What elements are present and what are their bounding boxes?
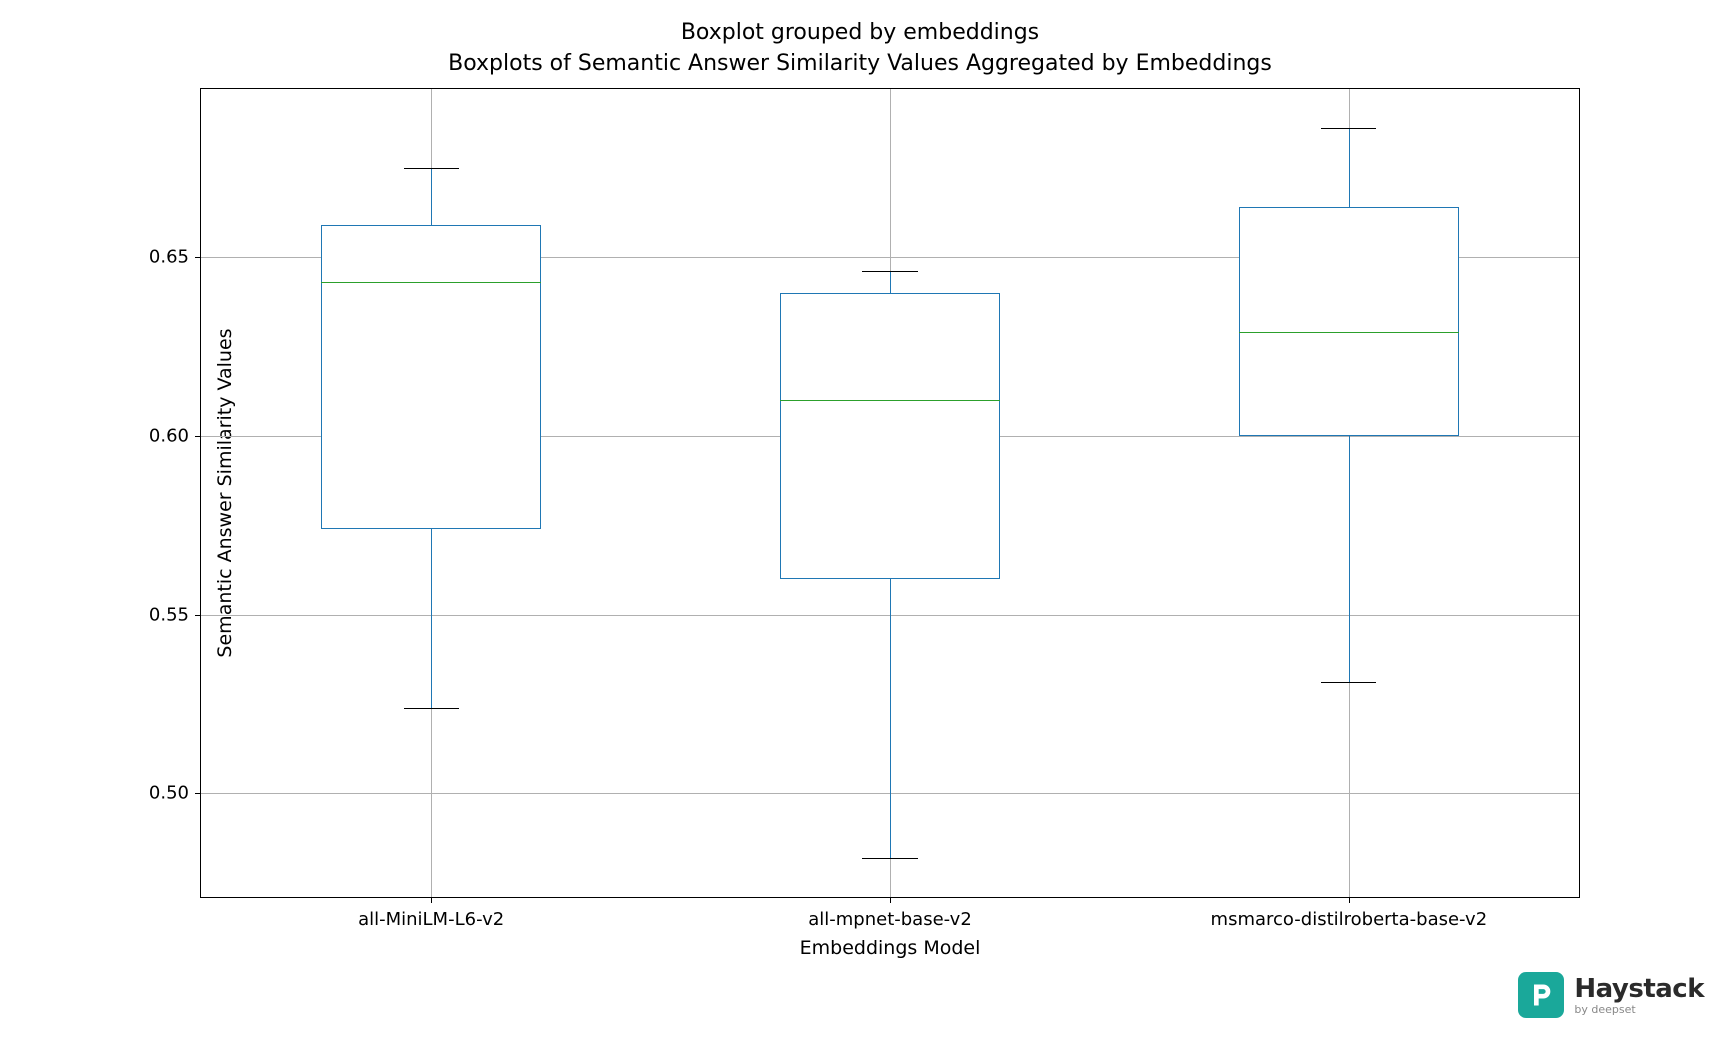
x-axis-label: Embeddings Model <box>800 937 981 959</box>
median-line <box>780 400 1000 401</box>
chart-suptitle: Boxplot grouped by embeddings <box>90 20 1630 45</box>
whisker-lower <box>1349 436 1350 683</box>
plot-area: Semantic Answer Similarity Values Embedd… <box>200 88 1580 898</box>
ytick-label: 0.55 <box>149 604 189 625</box>
xtick-mark <box>890 897 891 903</box>
y-axis-label: Semantic Answer Similarity Values <box>214 328 236 657</box>
whisker-cap <box>1321 682 1376 683</box>
xtick-label: all-MiniLM-L6-v2 <box>358 909 504 930</box>
ytick-mark <box>195 257 201 258</box>
xtick-mark <box>431 897 432 903</box>
box-rect <box>780 293 1000 579</box>
chart-titles: Boxplot grouped by embeddings Boxplots o… <box>90 20 1630 76</box>
whisker-cap <box>404 168 459 169</box>
haystack-logo-text: Haystack by deepset <box>1574 976 1704 1015</box>
xtick-label: all-mpnet-base-v2 <box>808 909 972 930</box>
ytick-label: 0.65 <box>149 247 189 268</box>
logo-byline-text: by deepset <box>1574 1004 1704 1015</box>
whisker-lower <box>890 579 891 858</box>
haystack-logo: Haystack by deepset <box>1518 972 1704 1018</box>
whisker-lower <box>431 529 432 708</box>
logo-brand-text: Haystack <box>1574 976 1704 1002</box>
chart-subtitle: Boxplots of Semantic Answer Similarity V… <box>90 51 1630 76</box>
ytick-mark <box>195 615 201 616</box>
chart-container: Boxplot grouped by embeddings Boxplots o… <box>90 20 1630 960</box>
ytick-label: 0.60 <box>149 425 189 446</box>
whisker-cap <box>862 858 917 859</box>
xtick-label: msmarco-distilroberta-base-v2 <box>1211 909 1488 930</box>
whisker-upper <box>1349 128 1350 207</box>
haystack-logo-icon <box>1518 972 1564 1018</box>
median-line <box>321 282 541 283</box>
xtick-mark <box>1349 897 1350 903</box>
whisker-upper <box>431 168 432 225</box>
whisker-cap <box>862 271 917 272</box>
ytick-mark <box>195 436 201 437</box>
median-line <box>1239 332 1459 333</box>
ytick-label: 0.50 <box>149 783 189 804</box>
whisker-cap <box>1321 128 1376 129</box>
box-rect <box>321 225 541 529</box>
box-rect <box>1239 207 1459 436</box>
whisker-cap <box>404 708 459 709</box>
whisker-upper <box>890 271 891 292</box>
ytick-mark <box>195 793 201 794</box>
